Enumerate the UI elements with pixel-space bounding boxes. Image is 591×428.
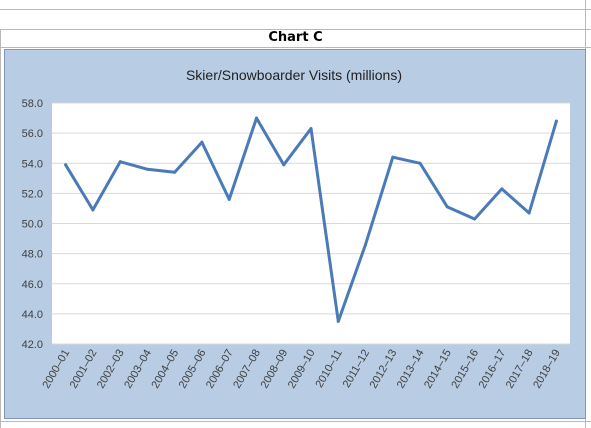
- data-point: [527, 211, 531, 215]
- y-tick-label: 46.0: [22, 279, 43, 291]
- data-point: [200, 140, 204, 144]
- cell-border-bottom: [0, 421, 591, 422]
- data-point: [418, 161, 422, 165]
- data-point: [309, 127, 313, 131]
- data-point: [336, 319, 340, 323]
- data-point: [91, 208, 95, 212]
- y-tick-label: 52.0: [22, 188, 43, 200]
- data-point: [118, 160, 122, 164]
- data-point: [364, 243, 368, 247]
- cell-border-left: [0, 29, 1, 428]
- y-tick-label: 42.0: [22, 339, 43, 351]
- y-tick-label: 48.0: [22, 249, 43, 261]
- chart-label: Chart C: [268, 30, 323, 45]
- data-point: [173, 170, 177, 174]
- data-point: [500, 187, 504, 191]
- series-visits: [64, 116, 558, 323]
- data-point: [64, 163, 68, 167]
- x-axis: 2000–012001–022002–032003–042004–052005–…: [40, 348, 563, 391]
- y-tick-label: 58.0: [22, 98, 43, 110]
- y-tick-label: 54.0: [22, 158, 43, 170]
- cell-border-header-bottom: [0, 47, 591, 48]
- data-point: [554, 119, 558, 123]
- y-tick-label: 50.0: [22, 219, 43, 231]
- data-point: [445, 205, 449, 209]
- y-axis: 58.0 56.0 54.0 52.0 50.0 48.0 46.0 44.0 42.0: [22, 98, 43, 351]
- data-point: [145, 167, 149, 171]
- chart-title: Skier/Snowboarder Visits (millions): [186, 67, 402, 83]
- y-tick-label: 44.0: [22, 309, 43, 321]
- x-tick-label: 2018–19: [531, 348, 563, 391]
- data-point: [391, 155, 395, 159]
- cell-border-header: [0, 29, 591, 30]
- cell-border-top: [0, 9, 591, 10]
- data-point: [254, 116, 258, 120]
- data-point: [282, 163, 286, 167]
- y-tick-label: 56.0: [22, 128, 43, 140]
- data-point: [473, 217, 477, 221]
- data-point: [227, 197, 231, 201]
